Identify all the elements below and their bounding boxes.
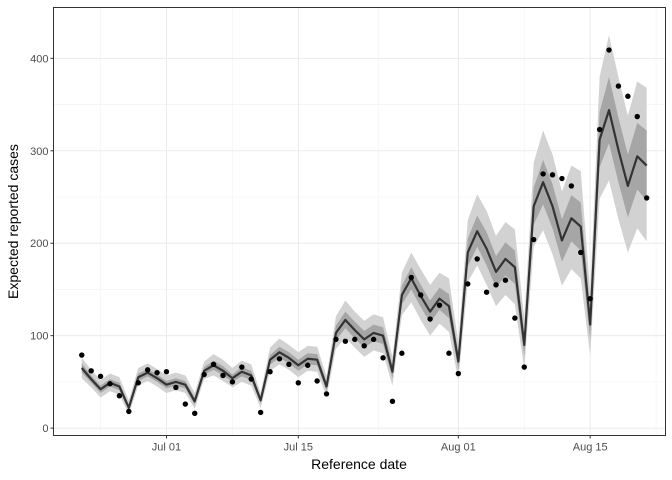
data-point xyxy=(126,408,132,415)
data-point xyxy=(352,336,358,343)
x-axis-title: Reference date xyxy=(311,456,407,472)
data-point xyxy=(418,292,424,298)
x-tick-label: Aug 15 xyxy=(573,442,608,454)
data-point xyxy=(286,361,292,368)
data-point xyxy=(201,371,207,378)
data-point xyxy=(163,369,170,375)
data-point xyxy=(135,380,141,386)
data-point xyxy=(323,391,330,397)
y-tick-label: 200 xyxy=(30,238,48,250)
data-point xyxy=(239,364,245,370)
data-point xyxy=(389,398,396,404)
data-point xyxy=(154,369,160,376)
data-point xyxy=(578,249,584,256)
observed-points xyxy=(79,47,650,417)
panel-border xyxy=(53,7,666,436)
data-point xyxy=(493,282,499,288)
data-point xyxy=(380,355,386,361)
data-point xyxy=(408,274,414,281)
data-point xyxy=(257,409,264,416)
data-point xyxy=(530,236,537,243)
data-point xyxy=(465,281,471,287)
data-point xyxy=(446,350,452,356)
y-tick-label: 400 xyxy=(30,53,48,65)
x-tick-label: Aug 01 xyxy=(441,442,476,454)
data-point xyxy=(116,393,123,399)
data-point xyxy=(144,367,151,373)
data-point xyxy=(361,343,367,349)
data-point xyxy=(220,372,226,379)
data-point xyxy=(314,378,320,384)
x-tick-label: Jul 01 xyxy=(152,442,181,454)
data-point xyxy=(512,315,518,321)
data-point xyxy=(267,369,273,375)
data-point xyxy=(88,368,94,374)
y-axis-title: Expected reported cases xyxy=(5,144,21,299)
data-point xyxy=(549,172,556,178)
data-point xyxy=(606,47,612,53)
data-point xyxy=(568,183,575,189)
x-axis: Jul 01 Jul 15 Aug 01 Aug 15 xyxy=(152,435,608,454)
data-point xyxy=(587,295,593,302)
median-lines xyxy=(80,109,648,409)
data-point xyxy=(596,126,603,133)
data-point xyxy=(502,277,509,283)
data-point xyxy=(173,384,179,391)
data-point xyxy=(521,364,527,370)
data-point xyxy=(540,171,546,177)
data-point xyxy=(559,175,565,182)
data-point xyxy=(455,370,462,377)
data-point xyxy=(643,195,650,201)
data-point xyxy=(483,289,490,295)
data-point xyxy=(427,316,433,322)
median-line xyxy=(80,109,648,409)
y-tick-label: 100 xyxy=(30,331,48,343)
y-tick-label: 300 xyxy=(30,146,48,158)
data-point xyxy=(342,338,349,344)
data-point xyxy=(79,352,85,358)
y-axis: 0 100 200 300 400 xyxy=(30,53,54,435)
data-point xyxy=(210,361,217,368)
data-point xyxy=(634,113,640,120)
data-point xyxy=(625,93,631,99)
data-point xyxy=(97,373,104,380)
data-point xyxy=(192,410,198,417)
data-point xyxy=(248,376,254,382)
y-tick-label: 0 xyxy=(42,423,48,435)
data-point xyxy=(295,380,301,386)
data-point xyxy=(333,336,339,343)
data-point xyxy=(615,83,622,89)
data-point xyxy=(474,256,480,262)
data-point xyxy=(229,379,236,385)
data-point xyxy=(370,336,377,343)
data-point xyxy=(399,350,405,356)
data-point xyxy=(182,401,189,407)
data-point xyxy=(107,381,113,387)
x-tick-label: Jul 15 xyxy=(284,442,313,454)
data-point xyxy=(436,302,443,308)
data-point xyxy=(305,362,311,368)
data-point xyxy=(276,356,283,362)
